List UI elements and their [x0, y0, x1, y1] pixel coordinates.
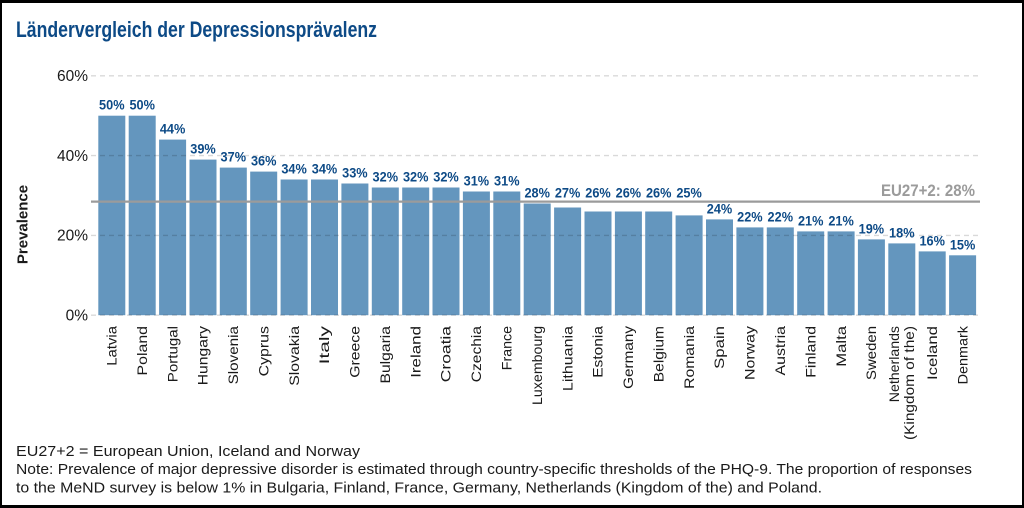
svg-text:Netherlands: Netherlands — [886, 326, 902, 402]
svg-text:EU27+2 = European Union, Icela: EU27+2 = European Union, Iceland and Nor… — [16, 443, 361, 460]
svg-text:Greece: Greece — [347, 326, 363, 378]
svg-text:60%: 60% — [57, 68, 88, 85]
svg-text:32%: 32% — [433, 169, 459, 185]
svg-text:20%: 20% — [57, 228, 88, 245]
svg-text:Slovakia: Slovakia — [286, 326, 302, 386]
svg-text:France: France — [499, 326, 515, 370]
svg-text:22%: 22% — [768, 208, 794, 224]
svg-text:Bulgaria: Bulgaria — [377, 326, 393, 384]
svg-text:Lithuania: Lithuania — [559, 326, 575, 391]
svg-text:to the MeND survey is below 1%: to the MeND survey is below 1% in Bulgar… — [16, 480, 822, 497]
svg-text:Luxembourg: Luxembourg — [529, 326, 545, 405]
svg-text:Czechia: Czechia — [468, 326, 484, 382]
svg-text:Malta: Malta — [833, 326, 849, 367]
svg-text:22%: 22% — [737, 208, 763, 224]
svg-text:Croatia: Croatia — [438, 326, 454, 382]
svg-text:Sweden: Sweden — [863, 326, 879, 380]
svg-text:34%: 34% — [312, 161, 338, 177]
svg-text:50%: 50% — [99, 97, 125, 113]
svg-text:31%: 31% — [494, 173, 520, 189]
svg-text:Hungary: Hungary — [195, 326, 211, 385]
svg-text:36%: 36% — [251, 153, 277, 169]
svg-text:Prevalence: Prevalence — [15, 185, 32, 264]
svg-text:27%: 27% — [555, 185, 581, 201]
svg-text:Cyprus: Cyprus — [255, 326, 271, 376]
svg-text:33%: 33% — [342, 165, 368, 181]
svg-text:21%: 21% — [798, 212, 824, 228]
svg-text:Finland: Finland — [802, 326, 818, 378]
svg-text:34%: 34% — [281, 161, 307, 177]
svg-text:Romania: Romania — [681, 326, 697, 389]
svg-text:31%: 31% — [464, 173, 490, 189]
svg-text:0%: 0% — [66, 308, 89, 325]
svg-text:50%: 50% — [129, 97, 155, 113]
svg-text:Austria: Austria — [772, 326, 788, 376]
svg-text:EU27+2: 28%: EU27+2: 28% — [881, 182, 975, 200]
svg-text:Belgium: Belgium — [650, 326, 666, 382]
svg-text:32%: 32% — [403, 169, 429, 185]
svg-text:15%: 15% — [950, 236, 976, 252]
svg-text:(Kingdom of the): (Kingdom of the) — [901, 326, 917, 440]
svg-text:Denmark: Denmark — [954, 325, 970, 384]
svg-text:Portugal: Portugal — [164, 326, 180, 382]
svg-text:Ländervergleich der Depression: Ländervergleich der Depressionsprävalenz — [16, 17, 377, 42]
svg-text:Slovenia: Slovenia — [225, 326, 241, 385]
svg-text:Iceland: Iceland — [924, 326, 940, 380]
svg-text:26%: 26% — [616, 185, 642, 201]
svg-text:37%: 37% — [221, 149, 247, 165]
svg-text:24%: 24% — [707, 200, 733, 216]
svg-text:Ireland: Ireland — [407, 326, 423, 378]
svg-text:28%: 28% — [524, 185, 550, 201]
svg-text:44%: 44% — [160, 121, 186, 137]
svg-text:Germany: Germany — [620, 326, 636, 389]
svg-text:18%: 18% — [889, 224, 915, 240]
svg-text:Estonia: Estonia — [590, 326, 606, 378]
svg-text:Norway: Norway — [742, 326, 758, 380]
svg-text:26%: 26% — [585, 185, 611, 201]
svg-text:21%: 21% — [828, 212, 854, 228]
svg-text:26%: 26% — [646, 185, 672, 201]
svg-text:32%: 32% — [373, 169, 399, 185]
svg-text:Italy: Italy — [316, 326, 332, 364]
svg-text:Poland: Poland — [134, 326, 150, 376]
svg-text:Latvia: Latvia — [104, 326, 120, 366]
svg-text:Spain: Spain — [711, 326, 727, 369]
svg-text:25%: 25% — [676, 185, 702, 201]
svg-text:40%: 40% — [57, 148, 88, 165]
svg-text:Note: Prevalence of major depr: Note: Prevalence of major depressive dis… — [16, 461, 972, 478]
svg-text:19%: 19% — [859, 220, 885, 236]
svg-text:39%: 39% — [190, 141, 216, 157]
svg-text:16%: 16% — [919, 232, 945, 248]
